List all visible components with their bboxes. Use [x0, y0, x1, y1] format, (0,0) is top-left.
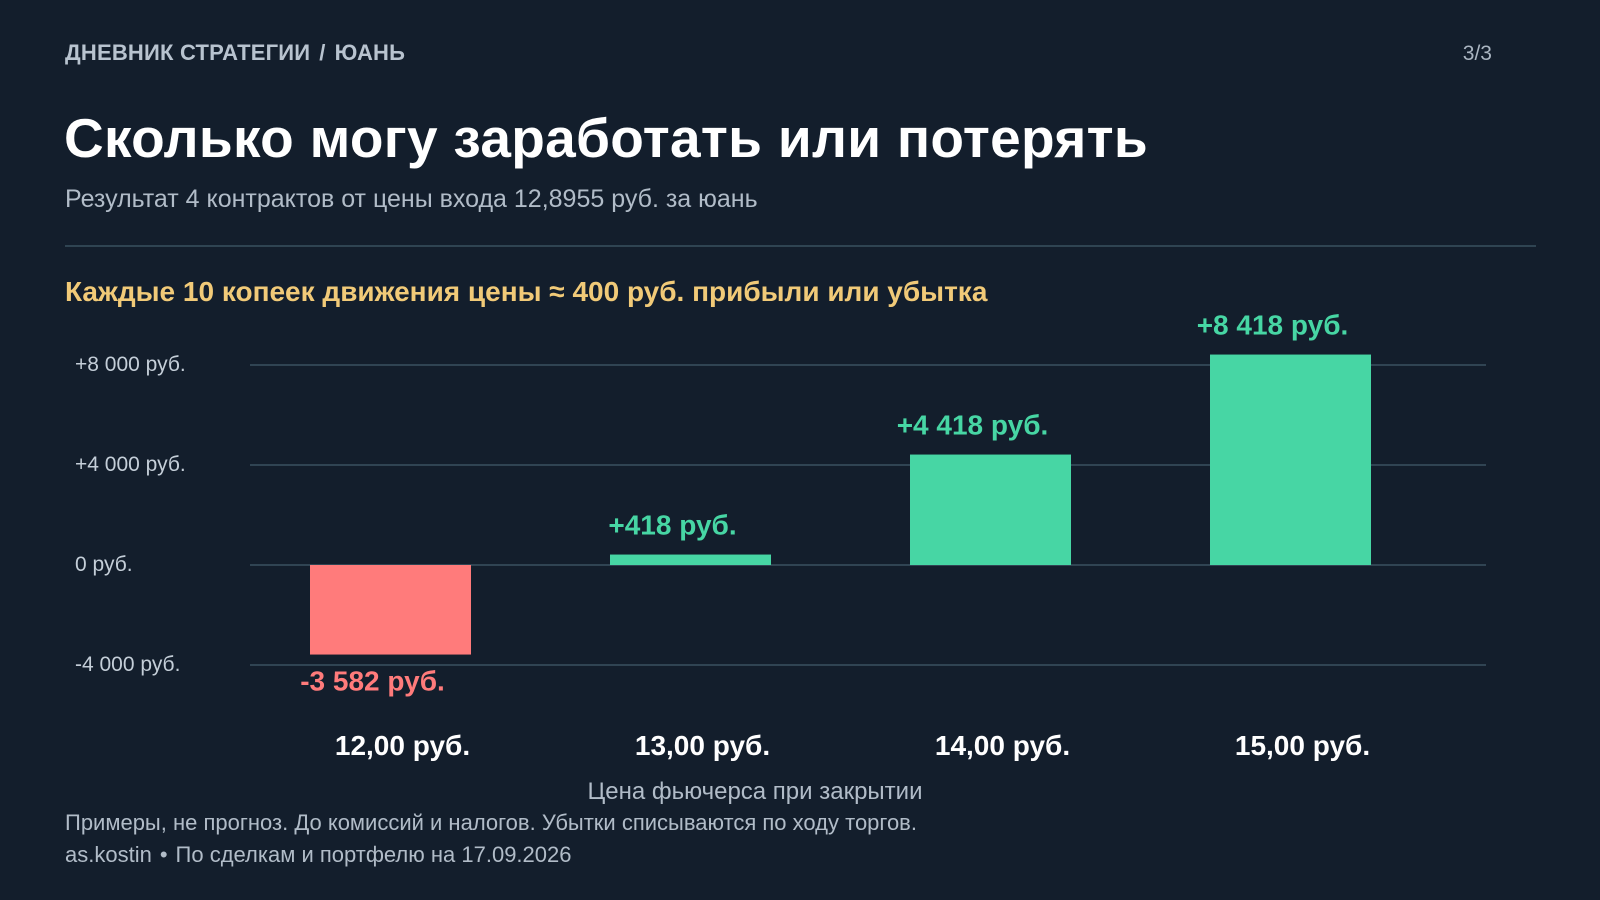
category-labels: 12,00 руб. 13,00 руб. 14,00 руб. 15,00 руб. — [335, 730, 1370, 761]
value-labels: -3 582 руб. +418 руб. +4 418 руб. +8 418 ру… — [300, 310, 1348, 697]
page-indicator: 3/3 — [1462, 42, 1492, 65]
bar-4 — [1210, 354, 1371, 565]
bar-value-label: -3 582 руб. — [300, 666, 445, 697]
bar-3 — [910, 454, 1071, 565]
bar-value-label: +4 418 руб. — [897, 410, 1049, 441]
y-tick-label: +8 000 руб. — [75, 353, 186, 376]
bar-value-label: +418 руб. — [608, 510, 736, 541]
footer: as.kostin • По сделкам и портфелю на 17.09… — [65, 842, 572, 868]
page-title: Сколько могу заработать или потерять — [64, 107, 1148, 169]
y-tick-label: +4 000 руб. — [75, 453, 186, 476]
bar-value-label: +8 418 руб. — [1197, 310, 1349, 341]
x-axis-label: Цена фьючерса при закрытии — [587, 778, 923, 805]
y-axis-ticks: +8 000 руб. +4 000 руб. 0 руб. -4 000 руб. — [75, 353, 186, 676]
author-name: as.kostin — [65, 842, 152, 867]
disclaimer-text: Примеры, не прогноз. До комиссий и налог… — [65, 810, 917, 835]
header-divider — [65, 245, 1536, 247]
footer-separator: • — [159, 842, 168, 867]
breadcrumb-sub: ЮАНЬ — [334, 40, 406, 65]
y-tick-label: 0 руб. — [75, 553, 133, 576]
category-label: 13,00 руб. — [635, 730, 770, 761]
bar-2 — [610, 554, 771, 565]
breadcrumb-main: ДНЕВНИК СТРАТЕГИИ — [65, 40, 311, 65]
footer-note: По сделкам и портфелю на 17.09.2026 — [175, 842, 572, 867]
breadcrumb-separator: / — [319, 40, 326, 65]
bars — [310, 354, 1371, 655]
page-subtitle: Результат 4 контрактов от цены входа 12,… — [65, 185, 758, 213]
breadcrumb: ДНЕВНИК СТРАТЕГИИ / ЮАНЬ — [65, 40, 405, 66]
bar-1 — [310, 565, 471, 655]
category-label: 15,00 руб. — [1235, 730, 1370, 761]
highlight-note: Каждые 10 копеек движения цены ≈ 400 руб… — [65, 276, 988, 307]
category-label: 12,00 руб. — [335, 730, 470, 761]
category-label: 14,00 руб. — [935, 730, 1070, 761]
y-tick-label: -4 000 руб. — [75, 653, 180, 676]
